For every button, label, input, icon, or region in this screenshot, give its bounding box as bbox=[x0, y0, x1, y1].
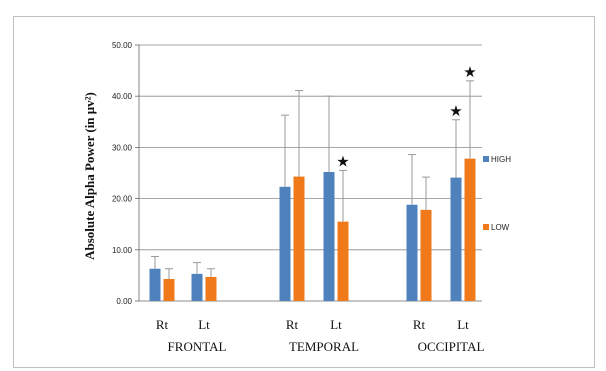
bar-occipital-rt-low bbox=[420, 209, 432, 301]
bar-chart: 0.00 10.00 20.00 30.00 40.00 50.00 Rt Lt FRONTAL… bbox=[82, 41, 511, 354]
y-tick-label: 30.00 bbox=[112, 143, 133, 152]
y-tick-label: 10.00 bbox=[112, 246, 133, 255]
bar-occipital-lt-low bbox=[464, 158, 476, 301]
x-tick-label: Lt bbox=[457, 317, 469, 332]
y-axis-label: Absolute Alpha Power (in μv²) bbox=[82, 92, 97, 260]
x-tick-label: Rt bbox=[286, 317, 299, 332]
legend-swatch-low bbox=[483, 224, 489, 230]
group-label: OCCIPITAL bbox=[418, 339, 485, 354]
bar-temporal-rt-high bbox=[279, 186, 291, 301]
y-tick-label: 40.00 bbox=[112, 92, 133, 101]
labels: 0.00 10.00 20.00 30.00 40.00 50.00 Rt Lt FRONTAL… bbox=[112, 41, 485, 354]
error-bars bbox=[151, 80, 474, 279]
x-tick-label: Rt bbox=[156, 317, 169, 332]
significance-star: ★ bbox=[449, 102, 462, 120]
legend: HIGH LOW bbox=[483, 155, 511, 232]
chart-frame: 0.00 10.00 20.00 30.00 40.00 50.00 Rt Lt FRONTAL… bbox=[13, 16, 595, 368]
legend-swatch-high bbox=[483, 156, 489, 162]
y-tick-label: 50.00 bbox=[112, 41, 133, 50]
bar-frontal-lt-high bbox=[191, 273, 203, 301]
x-tick-label: Lt bbox=[330, 317, 342, 332]
significance-star: ★ bbox=[336, 152, 349, 170]
y-tick-label: 20.00 bbox=[112, 195, 133, 204]
x-tick-label: Lt bbox=[198, 317, 210, 332]
significance-star: ★ bbox=[463, 63, 476, 81]
bar-frontal-lt-low bbox=[205, 276, 217, 301]
bar-temporal-lt-low bbox=[337, 221, 349, 301]
bar-temporal-rt-low bbox=[293, 176, 305, 301]
bar-occipital-rt-high bbox=[406, 204, 418, 301]
group-label: TEMPORAL bbox=[289, 339, 359, 354]
legend-label-high: HIGH bbox=[491, 155, 511, 164]
legend-label-low: LOW bbox=[491, 223, 510, 232]
bar-occipital-lt-high bbox=[450, 177, 462, 301]
y-tick-label: 0.00 bbox=[116, 297, 132, 306]
group-label: FRONTAL bbox=[168, 339, 227, 354]
bar-temporal-lt-high bbox=[323, 171, 335, 301]
bars bbox=[149, 158, 476, 301]
bar-frontal-rt-low bbox=[163, 278, 175, 301]
bar-frontal-rt-high bbox=[149, 268, 161, 301]
x-tick-label: Rt bbox=[413, 317, 426, 332]
